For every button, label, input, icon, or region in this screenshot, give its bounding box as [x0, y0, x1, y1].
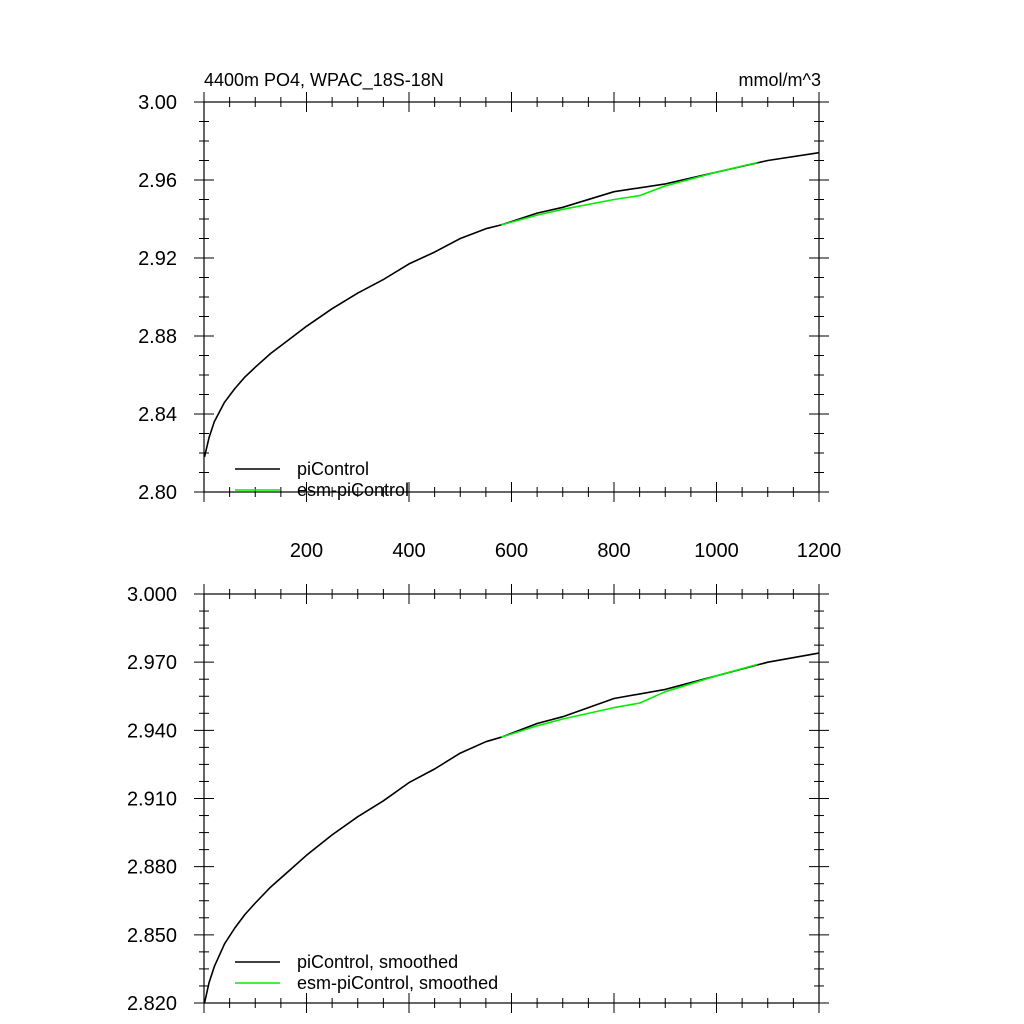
top-panel: 4400m PO4, WPAC_18S-18N mmol/m^3 3.00 2.9… [138, 70, 841, 562]
bottom-ticks [194, 584, 829, 1013]
legend-label: piControl [297, 459, 369, 479]
y-tick-label: 2.910 [127, 789, 177, 811]
series-line-picontrol [203, 151, 820, 458]
legend-label: esm-piControl, smoothed [297, 973, 498, 993]
y-tick-label: 2.88 [138, 326, 177, 348]
top-y-tick-labels: 3.00 2.96 2.92 2.88 2.84 2.80 [138, 92, 177, 504]
chart-title: 4400m PO4, WPAC_18S-18N [204, 70, 444, 91]
x-tick-label: 600 [495, 540, 528, 562]
legend-label: piControl, smoothed [297, 952, 458, 972]
y-tick-label: 3.00 [138, 92, 177, 114]
y-tick-label: 2.92 [138, 248, 177, 270]
y-tick-label: 2.84 [138, 404, 177, 426]
top-series-lines [203, 151, 820, 458]
y-tick-label: 2.940 [127, 720, 177, 742]
series-line-esm-picontrol [501, 663, 758, 738]
series-line-picontrol [203, 652, 820, 1004]
bottom-plot-frame [203, 593, 820, 1004]
y-tick-label: 3.000 [127, 584, 177, 606]
x-tick-label: 400 [392, 540, 425, 562]
top-plot-frame [203, 101, 820, 493]
units-label: mmol/m^3 [739, 70, 821, 90]
x-tick-label: 1000 [694, 540, 739, 562]
bottom-series-lines [203, 652, 820, 1004]
x-tick-label: 800 [597, 540, 630, 562]
x-tick-label: 1200 [797, 540, 842, 562]
y-tick-label: 2.820 [127, 993, 177, 1015]
legend-label: esm-piControl [297, 480, 409, 500]
series-line-esm-picontrol [501, 161, 758, 226]
y-tick-label: 2.880 [127, 857, 177, 879]
bottom-y-tick-labels: 3.000 2.970 2.940 2.910 2.880 2.850 2.820 [127, 584, 177, 1015]
x-tick-label: 200 [290, 540, 323, 562]
y-tick-label: 2.970 [127, 652, 177, 674]
y-tick-label: 2.80 [138, 482, 177, 504]
top-ticks [194, 92, 829, 502]
y-tick-label: 2.850 [127, 925, 177, 947]
bottom-panel: 3.000 2.970 2.940 2.910 2.880 2.850 2.820 piCo… [127, 584, 829, 1015]
y-tick-label: 2.96 [138, 170, 177, 192]
top-x-tick-labels: 200 400 600 800 1000 1200 [290, 540, 841, 562]
